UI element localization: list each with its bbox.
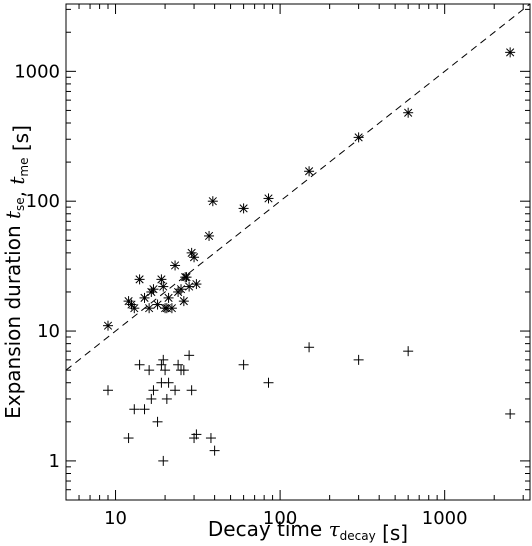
asterisk-point: [353, 132, 364, 143]
plus-point: [184, 350, 195, 361]
asterisk-point: [204, 230, 215, 241]
asterisk-point: [139, 292, 150, 303]
plus-point: [152, 416, 163, 427]
asterisk-point: [189, 252, 200, 263]
asterisk-point: [403, 107, 414, 118]
asterisk-point: [148, 284, 159, 295]
plus-point: [178, 365, 189, 376]
plus-point: [173, 359, 184, 370]
asterisk-point: [181, 272, 192, 283]
plus-point: [161, 393, 172, 404]
y-axis-label: Expansion duration tse, tme [s]: [1, 125, 33, 419]
plus-point: [170, 385, 181, 396]
asterisk-point: [304, 166, 315, 177]
asterisk-point: [207, 196, 218, 207]
plus-point: [238, 359, 249, 370]
asterisk-point: [176, 284, 187, 295]
x-tick-label: 10: [104, 508, 127, 529]
plus-point: [129, 404, 140, 415]
plus-point: [353, 354, 364, 365]
asterisk-point: [170, 260, 181, 271]
plus-point: [144, 365, 155, 376]
plus-point: [139, 404, 150, 415]
x-tick-label: 1000: [422, 508, 468, 529]
asterisk-point: [156, 274, 167, 285]
y-tick-label: 1: [49, 451, 60, 472]
plus-point: [263, 377, 274, 388]
asterisk-point: [238, 203, 249, 214]
asterisk-point: [152, 299, 163, 310]
asterisk-point: [163, 292, 174, 303]
plus-point: [160, 365, 171, 376]
asterisk-point: [158, 281, 169, 292]
asterisk-point: [184, 281, 195, 292]
asterisk-point: [103, 320, 114, 331]
asterisk-point: [263, 193, 274, 204]
asterisk-point: [134, 274, 145, 285]
plus-point: [134, 359, 145, 370]
asterisk-point: [505, 47, 516, 58]
plus-point: [156, 359, 167, 370]
x-axis-label: Decay time τdecay [s]: [208, 517, 408, 545]
plus-point: [103, 385, 114, 396]
asterisk-point: [191, 279, 202, 290]
plus-point: [186, 385, 197, 396]
plus-point: [304, 342, 315, 353]
asterisk-point: [129, 303, 140, 314]
x-tick-label: 100: [263, 508, 297, 529]
asterisk-point: [166, 303, 177, 314]
plus-point: [123, 433, 134, 444]
plus-point: [205, 433, 216, 444]
plus-point: [148, 385, 159, 396]
plus-point: [209, 445, 220, 456]
plus-point: [403, 346, 414, 357]
asterisk-point: [144, 303, 155, 314]
y-tick-label: 100: [26, 191, 60, 212]
plus-point: [163, 377, 174, 388]
plus-point: [505, 408, 516, 419]
plus-point: [158, 455, 169, 466]
plus-point: [146, 393, 157, 404]
y-tick-label: 1000: [14, 61, 60, 82]
ticks-layer: 10 100 1000 1 10 100 1000: [14, 4, 530, 529]
plus-point: [158, 354, 169, 365]
y-tick-label: 10: [37, 321, 60, 342]
reference-line: [65, 3, 531, 371]
plus-point: [191, 429, 202, 440]
asterisk-point: [178, 296, 189, 307]
marks-layer: [65, 3, 531, 466]
plot-frame: [65, 3, 531, 501]
